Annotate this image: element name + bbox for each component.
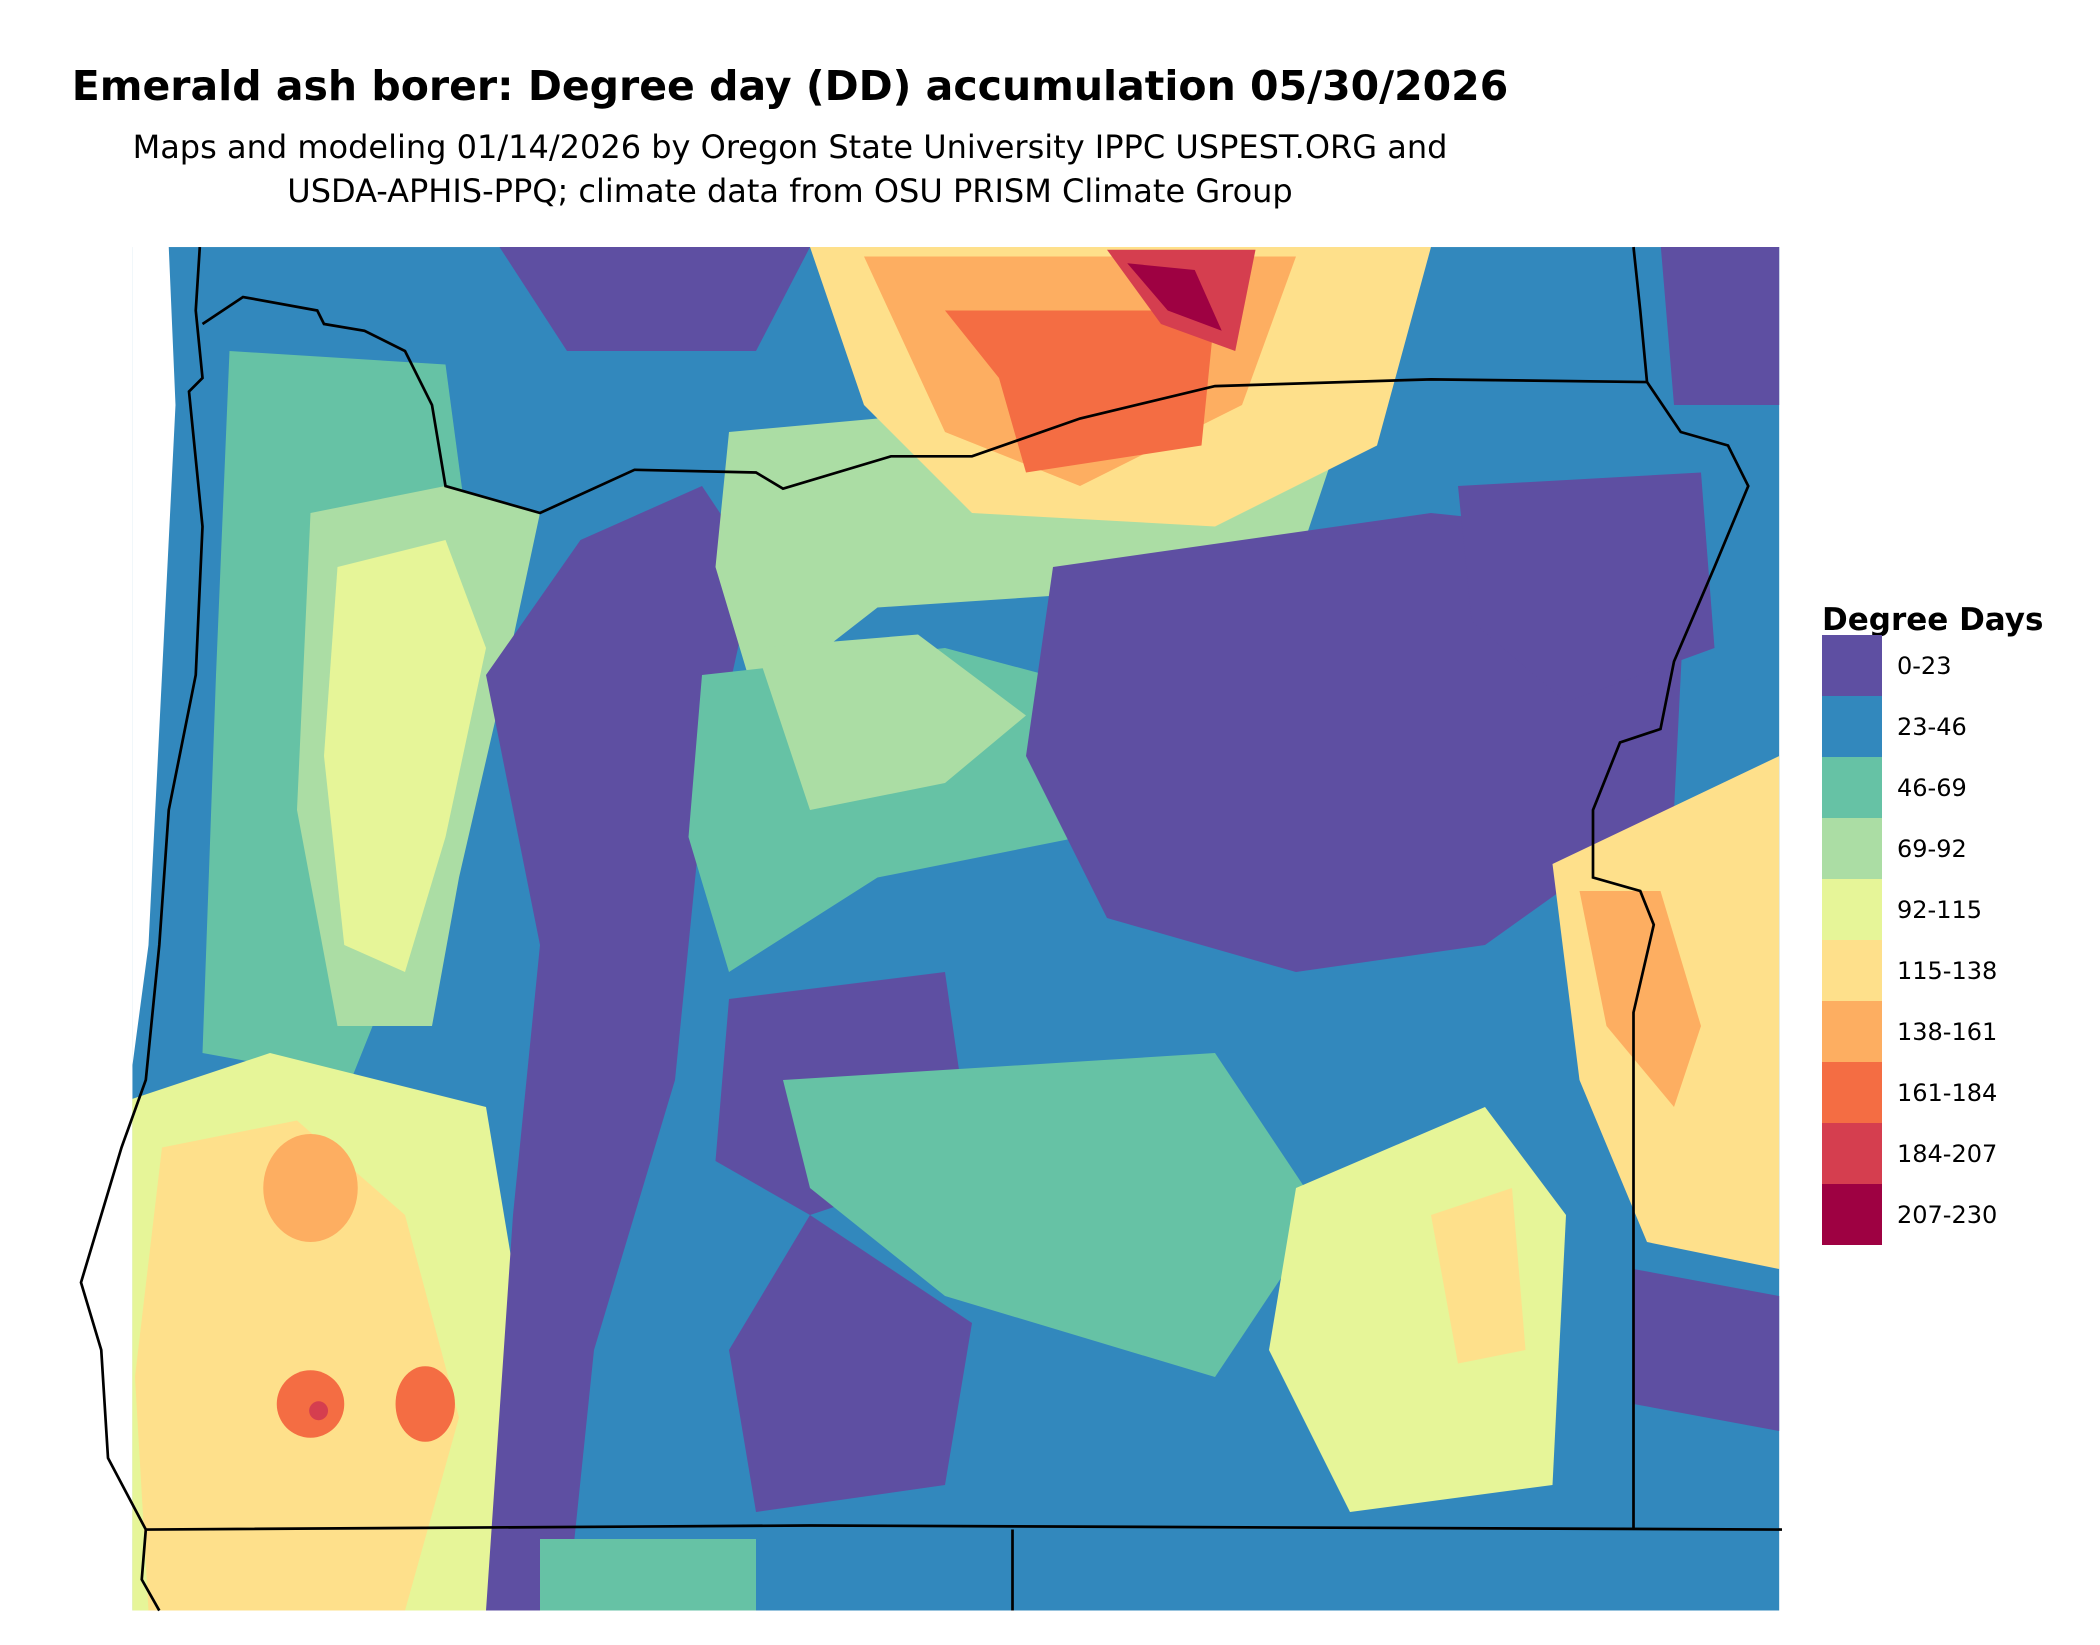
map-subtitle-line1: Maps and modeling 01/14/2026 by Oregon S… bbox=[132, 128, 1448, 166]
region-0-23 bbox=[729, 1215, 972, 1512]
region-46-69-se bbox=[783, 1053, 1323, 1377]
legend-item: 0-23 bbox=[1822, 635, 1997, 696]
region-0-23-ne bbox=[1458, 472, 1715, 702]
legend-item: 184-207 bbox=[1822, 1123, 1997, 1184]
legend-item: 46-69 bbox=[1822, 757, 1997, 818]
legend-label: 207-230 bbox=[1897, 1200, 1998, 1229]
legend-swatch bbox=[1822, 696, 1882, 757]
legend-label: 69-92 bbox=[1897, 834, 1967, 863]
legend-item: 161-184 bbox=[1822, 1062, 1997, 1123]
legend-label: 0-23 bbox=[1897, 651, 1952, 680]
region-115-138-se bbox=[1431, 1188, 1526, 1364]
ocean bbox=[132, 247, 176, 1540]
state-borders bbox=[79, 246, 1783, 1612]
legend-title: Degree Days bbox=[1822, 602, 2044, 638]
legend-item: 138-161 bbox=[1822, 1001, 1997, 1062]
region-92-115 bbox=[324, 540, 486, 972]
oregon-idaho-border bbox=[1591, 381, 1750, 1530]
california-border bbox=[145, 1524, 1783, 1531]
map-title: Emerald ash borer: Degree day (DD) accum… bbox=[71, 62, 1509, 110]
region-46-69 bbox=[540, 1539, 757, 1611]
legend-swatch bbox=[1822, 879, 1882, 940]
legend-item: 69-92 bbox=[1822, 818, 1997, 879]
legend-label: 23-46 bbox=[1897, 712, 1967, 741]
legend-label: 138-161 bbox=[1897, 1017, 1998, 1046]
region-23-46 bbox=[1404, 1539, 1648, 1611]
legend: 0-23 23-46 46-69 69-92 92-115 115-138 138-161 1… bbox=[1822, 635, 1997, 1245]
map-subtitle-line2: USDA-APHIS-PPQ; climate data from OSU PR… bbox=[287, 172, 1293, 210]
legend-swatch bbox=[1822, 818, 1882, 879]
region-69-92-central bbox=[756, 634, 1026, 810]
region-138-161-east bbox=[1579, 891, 1701, 1107]
oregon-washington-border bbox=[201, 295, 1648, 515]
legend-label: 92-115 bbox=[1897, 895, 1983, 924]
region-207-230 bbox=[1127, 263, 1222, 331]
region-0-23 bbox=[1660, 247, 1780, 406]
legend-swatch bbox=[1822, 940, 1882, 1001]
legend-item: 23-46 bbox=[1822, 696, 1997, 757]
legend-label: 46-69 bbox=[1897, 773, 1967, 802]
region-0-23-cascades bbox=[486, 486, 757, 1611]
region-161-184-north bbox=[945, 310, 1215, 473]
legend-swatch bbox=[1822, 1001, 1882, 1062]
region-184-207 bbox=[309, 1401, 329, 1421]
region-161-184 bbox=[276, 1370, 345, 1438]
legend-item: 92-115 bbox=[1822, 879, 1997, 940]
degree-day-raster bbox=[132, 247, 1780, 1611]
region-115-138-sw bbox=[135, 1120, 460, 1611]
legend-swatch bbox=[1822, 1062, 1882, 1123]
coastline bbox=[79, 246, 204, 1612]
legend-swatch bbox=[1822, 1123, 1882, 1184]
legend-item: 207-230 bbox=[1822, 1184, 1997, 1245]
washington-idaho-border bbox=[1632, 246, 1649, 383]
legend-item: 115-138 bbox=[1822, 940, 1997, 1001]
region-161-184 bbox=[395, 1366, 455, 1442]
legend-swatch bbox=[1822, 635, 1882, 696]
region-0-23 bbox=[1633, 1269, 1780, 1432]
region-138-161 bbox=[263, 1134, 358, 1242]
legend-label: 115-138 bbox=[1897, 956, 1998, 985]
legend-swatch bbox=[1822, 1184, 1882, 1245]
legend-label: 184-207 bbox=[1897, 1139, 1998, 1168]
region-0-23 bbox=[499, 247, 811, 352]
legend-label: 161-184 bbox=[1897, 1078, 1998, 1107]
legend-swatch bbox=[1822, 757, 1882, 818]
